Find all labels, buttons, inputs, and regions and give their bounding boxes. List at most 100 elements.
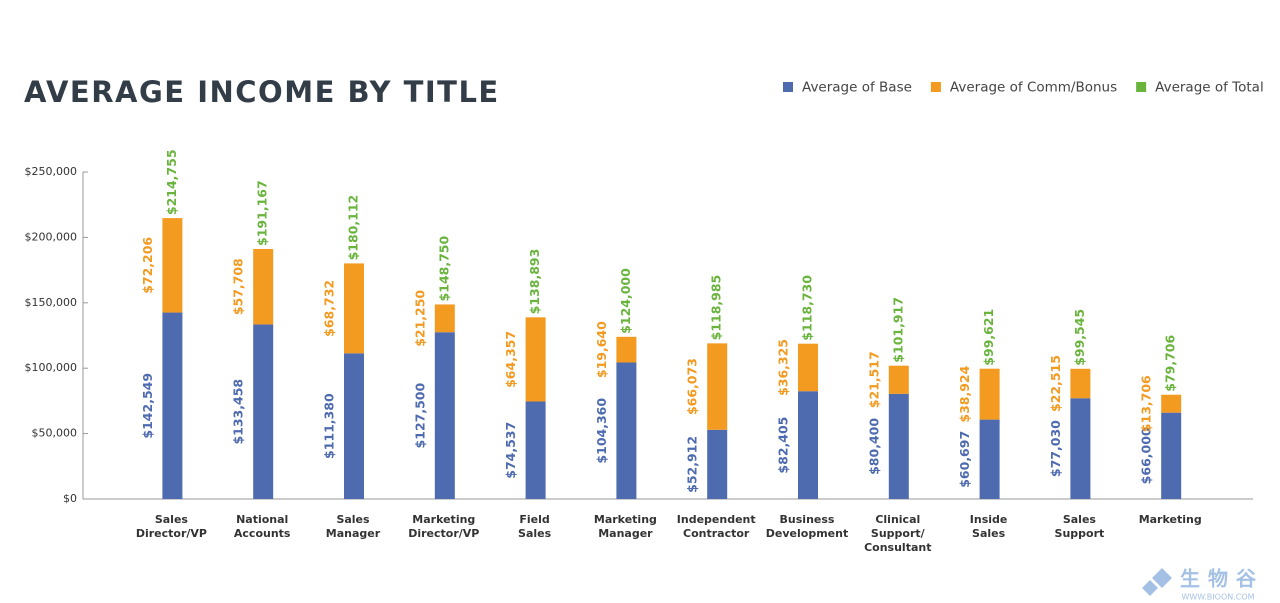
x-tick-label: Independent: [677, 513, 756, 526]
value-label: $60,697: [957, 431, 972, 488]
total-label: $124,000: [618, 268, 633, 334]
watermark-url: WWW.BIOON.COM: [1181, 593, 1254, 602]
bar-segment: [344, 353, 364, 499]
total-label: $138,893: [527, 249, 542, 315]
x-tick-label: Director/VP: [136, 527, 207, 540]
total-label: $191,167: [255, 180, 270, 246]
bar-segment: [253, 248, 274, 325]
bar-segment: [253, 324, 274, 499]
legend-swatch: [930, 82, 941, 92]
y-tick-label: $100,000: [25, 361, 78, 374]
bar-segment: [979, 419, 1000, 499]
x-tick-label: Field: [519, 513, 549, 526]
x-tick-label: Consultant: [864, 541, 931, 554]
value-label: $77,030: [1048, 420, 1063, 477]
x-tick-label: Marketing: [412, 513, 475, 526]
total-label: $148,750: [436, 236, 451, 302]
x-tick-label: National: [236, 513, 288, 526]
value-label: $111,380: [322, 393, 337, 459]
value-label: $72,206: [140, 237, 155, 294]
total-label: $79,706: [1163, 335, 1178, 392]
bar-segment: [1070, 368, 1091, 399]
x-tick-label: Sales: [518, 527, 552, 540]
bar-segment: [525, 317, 546, 402]
bar-segment: [798, 343, 818, 392]
legend-label: Average of Comm/Bonus: [950, 80, 1117, 96]
bar-segment: [707, 429, 728, 499]
value-label: $57,708: [231, 258, 246, 315]
x-tick-label: Sales: [155, 513, 189, 526]
bar-segment: [888, 393, 909, 499]
value-label: $104,360: [594, 398, 609, 464]
x-tick-label: Manager: [326, 527, 381, 540]
bar-segment: [616, 362, 637, 499]
total-label: $118,985: [709, 275, 724, 341]
bar-segment: [1070, 398, 1091, 499]
watermark-text: 生物谷: [1180, 567, 1264, 591]
value-label: $21,250: [412, 290, 427, 347]
value-label: $38,924: [957, 365, 972, 422]
value-label: $68,732: [322, 280, 337, 337]
x-tick-label: Accounts: [234, 527, 291, 540]
value-label: $64,357: [503, 331, 518, 388]
y-tick-label: $150,000: [25, 296, 78, 309]
x-tick-label: Contractor: [683, 527, 750, 540]
total-label: $101,917: [890, 297, 905, 363]
x-tick-label: Director/VP: [408, 527, 479, 540]
bar-segment: [888, 365, 909, 394]
total-label: $99,621: [981, 309, 996, 366]
bar-segment: [162, 312, 183, 499]
x-tick-label: Support/: [871, 527, 926, 540]
x-tick-label: Marketing: [594, 513, 657, 526]
value-label: $21,517: [866, 351, 881, 408]
value-label: $52,912: [685, 436, 700, 493]
watermark: 生物谷 WWW.BIOON.COM: [1142, 567, 1264, 602]
bar-segment: [798, 391, 818, 499]
x-tick-label: Sales: [336, 513, 370, 526]
value-label: $13,706: [1139, 375, 1154, 432]
y-tick-label: $0: [63, 492, 77, 505]
bar-segment: [434, 304, 455, 333]
x-tick-label: Business: [780, 513, 835, 526]
x-tick-label: Support: [1055, 527, 1105, 540]
y-tick-label: $50,000: [32, 427, 78, 440]
x-tick-label: Inside: [970, 513, 1008, 526]
total-label: $118,730: [800, 275, 815, 341]
value-label: $66,000: [1139, 427, 1154, 484]
legend-label: Average of Total: [1155, 80, 1264, 96]
legend-swatch: [1136, 82, 1147, 92]
bar-segment: [616, 336, 637, 363]
value-label: $19,640: [594, 321, 609, 378]
value-label: $74,537: [503, 422, 518, 479]
bar-segment: [707, 343, 728, 430]
bar-segment: [344, 263, 364, 354]
total-label: $180,112: [346, 195, 361, 261]
x-tick-label: Development: [766, 527, 848, 540]
total-label: $214,755: [164, 149, 179, 215]
bar-segment: [1161, 412, 1182, 499]
value-label: $36,325: [776, 339, 791, 396]
value-label: $127,500: [412, 383, 427, 449]
legend-swatch: [783, 82, 793, 92]
bar-segment: [1161, 394, 1182, 413]
y-tick-label: $250,000: [25, 165, 78, 178]
total-label: $99,545: [1072, 309, 1087, 366]
value-label: $133,458: [231, 379, 246, 445]
x-tick-label: Sales: [972, 527, 1006, 540]
x-tick-label: Sales: [1063, 513, 1097, 526]
bar-segment: [525, 401, 546, 499]
watermark-logo: [1142, 568, 1172, 596]
bar-segment: [979, 368, 1000, 420]
bar-segment: [162, 218, 183, 313]
value-label: $66,073: [685, 358, 700, 415]
legend-label: Average of Base: [802, 80, 912, 96]
bar-segment: [434, 332, 455, 499]
x-tick-label: Marketing: [1139, 513, 1202, 526]
x-tick-label: Manager: [598, 527, 653, 540]
chart-title: AVERAGE INCOME BY TITLE: [24, 75, 500, 109]
value-label: $22,515: [1048, 355, 1063, 412]
x-tick-label: Clinical: [875, 513, 920, 526]
y-tick-label: $200,000: [25, 230, 78, 243]
value-label: $80,400: [866, 418, 881, 475]
